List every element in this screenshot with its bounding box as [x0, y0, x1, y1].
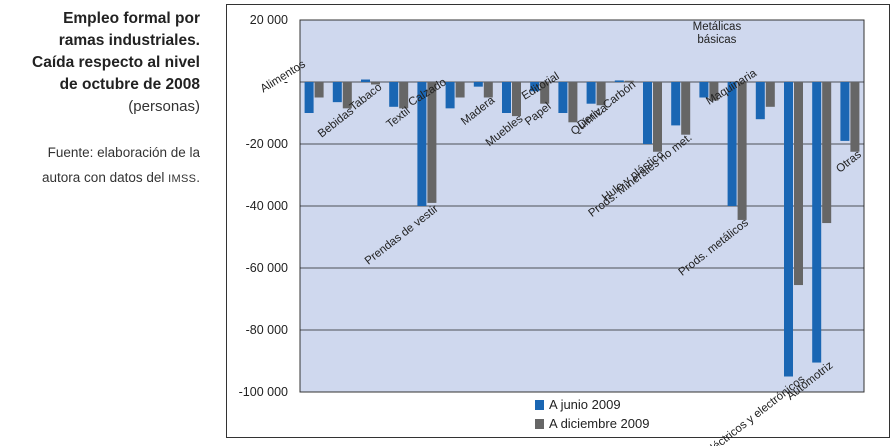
source-line: Fuente: elaboración de la — [47, 145, 200, 160]
bar — [794, 82, 803, 286]
bar — [681, 82, 691, 135]
chart-unit: (personas) — [128, 98, 200, 115]
bar — [502, 82, 511, 113]
chart-source: Fuente: elaboración de la autora con dat… — [0, 140, 200, 192]
bar — [624, 80, 634, 82]
bar — [455, 82, 465, 98]
bar — [784, 82, 793, 377]
bar — [314, 82, 324, 98]
bar — [342, 82, 352, 109]
bar — [586, 82, 596, 104]
source-end: . — [196, 170, 200, 185]
bar — [483, 82, 493, 98]
bar — [558, 82, 568, 113]
bar — [709, 82, 719, 101]
bar — [371, 82, 380, 85]
title-line: Empleo formal por — [63, 10, 200, 27]
bar — [473, 82, 483, 87]
bar — [512, 82, 521, 117]
y-tick-label: -40 000 — [246, 199, 288, 213]
bar — [304, 82, 314, 113]
source-text: autora con datos del — [42, 170, 165, 185]
legend-swatch — [535, 419, 544, 429]
bar — [361, 79, 370, 82]
bar — [653, 82, 662, 152]
bar — [568, 82, 578, 123]
y-tick-label: -20 000 — [246, 137, 288, 151]
bar — [737, 82, 747, 220]
bar — [427, 82, 437, 203]
title-line: ramas industriales. — [58, 32, 200, 49]
chart-title: Empleo formal por ramas industriales. Ca… — [0, 8, 200, 96]
legend-label: A junio 2009 — [549, 397, 621, 412]
y-tick-label: -80 000 — [246, 323, 288, 337]
bar — [755, 82, 765, 120]
bar — [727, 82, 737, 206]
bar — [417, 82, 427, 206]
legend-label: A diciembre 2009 — [549, 416, 649, 431]
bar — [812, 82, 822, 363]
y-tick-label: 20 000 — [250, 13, 288, 27]
bar — [530, 82, 540, 92]
bar — [840, 82, 850, 141]
bar — [765, 82, 775, 107]
chart-caption-panel: Empleo formal por ramas industriales. Ca… — [0, 8, 200, 192]
bar — [596, 82, 606, 106]
y-tick-label: -60 000 — [246, 261, 288, 275]
x-tick-label: Metálicas — [693, 21, 742, 33]
bar — [614, 80, 624, 82]
source-line: autora con datos del IMSS. — [0, 165, 200, 192]
bar — [671, 82, 681, 126]
bar — [822, 82, 832, 224]
bar — [445, 82, 455, 109]
bar — [699, 82, 709, 98]
bar — [643, 82, 652, 144]
legend-swatch — [535, 400, 544, 410]
source-acronym: IMSS — [168, 173, 197, 185]
bar — [389, 82, 399, 107]
bar — [332, 82, 342, 103]
bar — [850, 82, 860, 152]
title-line: de octubre de 2008 — [59, 76, 200, 93]
bar — [399, 82, 409, 109]
y-tick-label: - — [284, 75, 288, 89]
bar — [540, 82, 550, 104]
x-tick-label: básicas — [697, 34, 736, 46]
y-tick-label: -100 000 — [239, 385, 288, 399]
title-line: Caída respecto al nivel — [32, 54, 200, 71]
